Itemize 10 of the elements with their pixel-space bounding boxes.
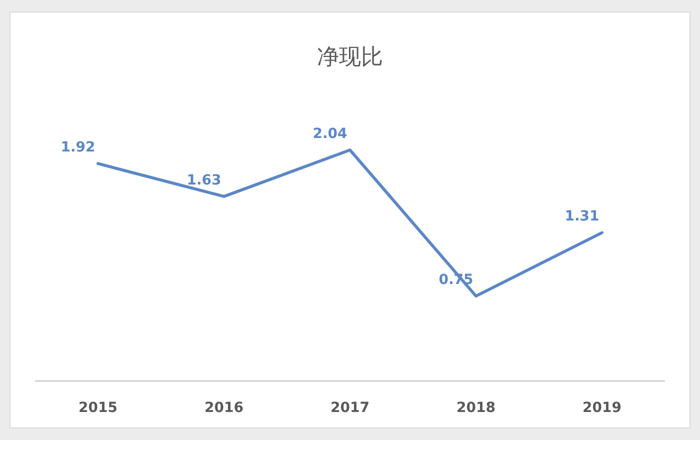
x-tick-label: 2019: [582, 400, 622, 416]
chart-title: 净现比: [317, 45, 383, 70]
data-label: 2.04: [312, 126, 348, 142]
x-tick-label: 2018: [456, 400, 496, 416]
x-tick-label: 2016: [204, 400, 244, 416]
data-label: 1.31: [564, 208, 600, 225]
x-tick-label: 2015: [78, 400, 118, 416]
data-label: 1.92: [60, 140, 96, 156]
x-tick-label: 2017: [330, 400, 370, 416]
data-label: 1.63: [186, 172, 222, 188]
